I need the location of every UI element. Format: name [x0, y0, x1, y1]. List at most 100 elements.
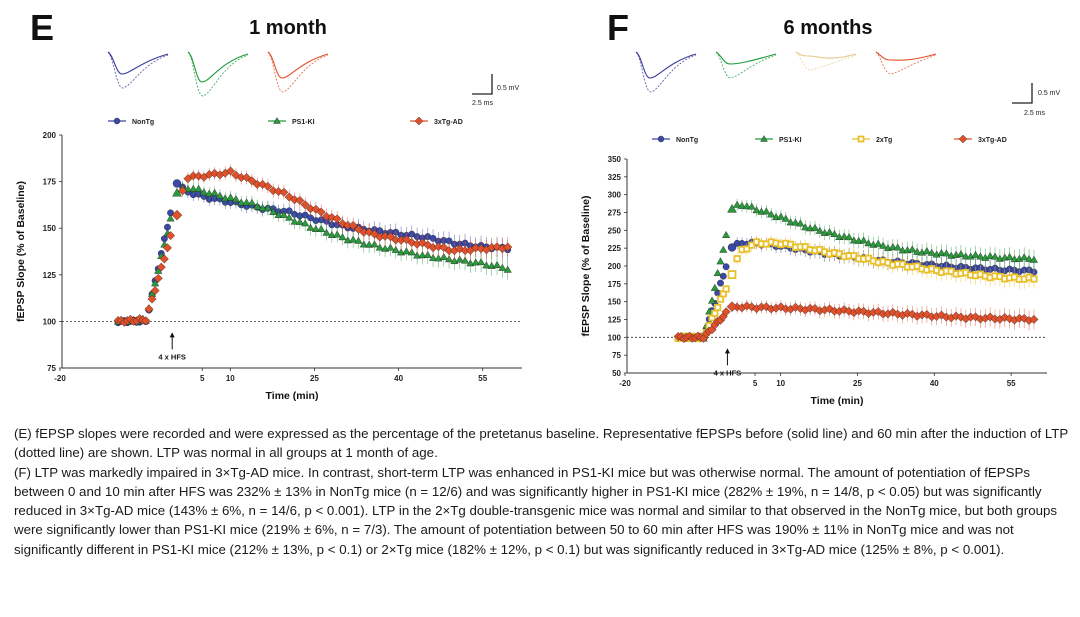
data-point: [316, 207, 326, 217]
data-point: [913, 247, 922, 255]
data-point: [215, 191, 224, 199]
data-point: [301, 219, 310, 227]
panel-f-scale-bar: 0.5 mV 2.5 ms: [1012, 83, 1061, 117]
data-point: [455, 255, 464, 263]
legend-marker-ps1-ki: [273, 117, 281, 124]
data-point: [263, 204, 272, 212]
y-tick-label: 125: [43, 271, 57, 280]
data-point: [1029, 314, 1039, 324]
data-point-first: [171, 209, 183, 221]
data-point: [166, 214, 175, 222]
data-point: [1020, 253, 1029, 261]
y-axis-label: fEPSP Slope (% of Baseline): [15, 181, 27, 322]
data-point: [285, 213, 294, 221]
x-tick-label: -20: [54, 374, 66, 383]
data-point: [402, 247, 411, 255]
panel-e-scale-bar: 0.5 mV 2.5 ms: [472, 74, 520, 107]
y-tick-label: 275: [608, 209, 622, 218]
trace-ps1-ki-after: [187, 51, 249, 97]
data-point: [284, 192, 294, 202]
trace-2xtg-before: [795, 51, 857, 59]
legend-marker-ps1-ki: [760, 135, 768, 142]
data-point: [375, 243, 384, 251]
data-point: [971, 250, 980, 258]
y-tick-label: 250: [608, 226, 622, 235]
data-point: [295, 195, 305, 205]
legend-label-nontg: NonTg: [132, 119, 154, 126]
data-point: [290, 217, 299, 225]
data-point: [717, 279, 724, 287]
data-point: [153, 273, 163, 283]
trace-ps1-ki-before: [187, 51, 249, 83]
data-point: [433, 242, 443, 252]
data-point: [722, 263, 730, 271]
data-point: [300, 200, 310, 210]
data-point: [737, 201, 747, 209]
data-point: [482, 261, 491, 269]
data-point: [423, 240, 433, 250]
y-tick-label: 200: [608, 262, 622, 271]
y-tick-label: 100: [608, 333, 622, 342]
data-point: [359, 240, 368, 248]
data-point: [844, 233, 854, 241]
legend-label-ps1-ki: PS1-KI: [779, 137, 802, 144]
data-point: [295, 217, 304, 225]
data-point: [922, 247, 931, 255]
data-point: [322, 212, 331, 222]
data-point: [226, 193, 235, 201]
data-point: [439, 242, 449, 252]
data-point-first: [172, 187, 182, 197]
trace-ps1-ki-before: [715, 51, 777, 65]
y-tick-label: 225: [608, 244, 622, 253]
data-point: [477, 258, 486, 266]
data-point: [205, 189, 214, 197]
data-point: [391, 245, 400, 253]
trace-nontg: [635, 51, 697, 93]
panel-e-scale-mv: 0.5 mV: [497, 85, 520, 92]
data-point: [707, 296, 717, 304]
data-point: [306, 223, 315, 231]
data-point: [762, 207, 771, 215]
data-point: [956, 250, 965, 258]
y-tick-label: 150: [43, 224, 57, 233]
data-point: [864, 239, 873, 247]
data-point: [269, 207, 278, 215]
panel-f-plot: 50 75 100 125 150 175 200 225 250 275 300 325 350 -20…: [580, 155, 1047, 407]
y-tick-label: 175: [43, 178, 57, 187]
data-point: [710, 283, 719, 291]
data-point: [327, 230, 336, 238]
data-point: [141, 316, 151, 326]
trace-ps1-ki: [187, 51, 249, 97]
y-tick-label: 350: [608, 155, 622, 164]
data-point: [733, 200, 742, 208]
y-tick-label: 75: [612, 351, 621, 360]
hfs-arrowhead: [169, 332, 175, 338]
data-point: [353, 224, 363, 234]
figure-caption: (E) fEPSP slopes were recorded and were …: [14, 424, 1070, 559]
data-point: [343, 236, 352, 244]
panel-f-scale-mv: 0.5 mV: [1038, 90, 1061, 97]
data-point: [354, 236, 363, 244]
data-point: [849, 236, 858, 244]
data-point: [166, 231, 176, 241]
data-point: [840, 232, 849, 240]
hfs-label: 4 x HFS: [714, 368, 742, 377]
data-point: [714, 303, 722, 312]
data-point: [1005, 252, 1014, 260]
data-point: [231, 195, 240, 203]
data-point: [370, 240, 379, 248]
data-point: [796, 219, 805, 227]
data-point: [237, 198, 246, 206]
x-tick-label: 5: [753, 379, 758, 388]
x-tick-label: 55: [1007, 379, 1016, 388]
legend-marker-3xtg-ad: [414, 116, 424, 126]
data-point: [322, 228, 331, 236]
data-point: [986, 251, 995, 259]
data-point: [795, 304, 805, 314]
trace-nontg-before: [635, 51, 697, 79]
data-point: [713, 269, 722, 277]
data-point: [830, 230, 839, 238]
panel-e-traces: [107, 51, 329, 97]
data-point: [199, 188, 208, 196]
trace-nontg-after: [635, 51, 697, 93]
